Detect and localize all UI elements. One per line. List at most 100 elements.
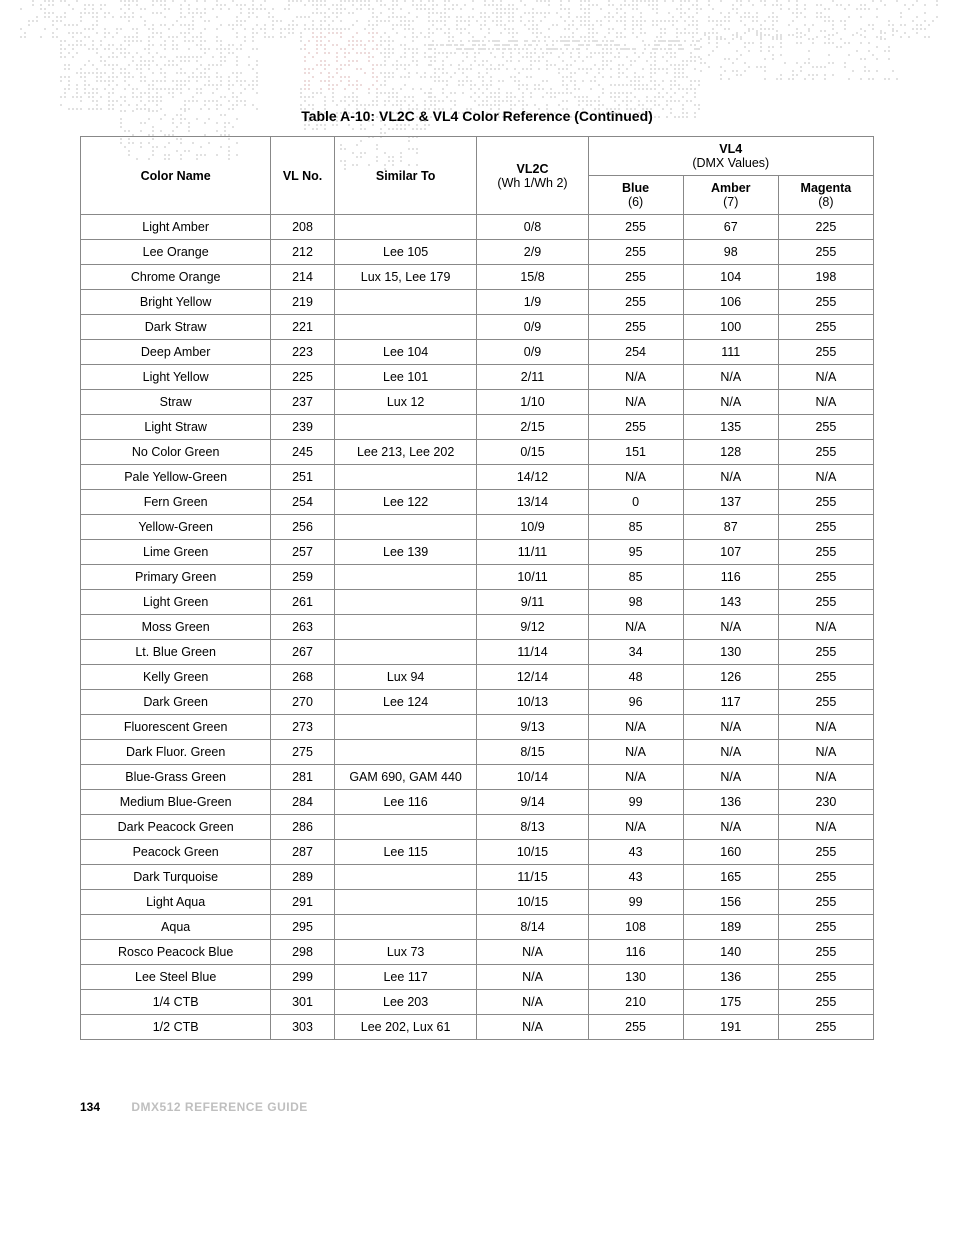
table-cell: Lee 104: [334, 340, 477, 365]
table-cell: Fluorescent Green: [81, 715, 271, 740]
table-cell: 116: [683, 565, 778, 590]
table-cell: 87: [683, 515, 778, 540]
table-cell: 14/12: [477, 465, 588, 490]
table-cell: 43: [588, 840, 683, 865]
table-cell: 254: [271, 490, 334, 515]
table-cell: 67: [683, 215, 778, 240]
table-cell: 13/14: [477, 490, 588, 515]
header-vl4-group: VL4 (DMX Values): [588, 137, 874, 176]
table-cell: 255: [778, 640, 873, 665]
table-cell: [334, 915, 477, 940]
table-cell: [334, 715, 477, 740]
table-row: Kelly Green268Lux 9412/1448126255: [81, 665, 874, 690]
table-cell: 136: [683, 965, 778, 990]
table-cell: 255: [778, 890, 873, 915]
table-row: Yellow-Green25610/98587255: [81, 515, 874, 540]
header-vl4-sub: (DMX Values): [692, 156, 769, 170]
table-row: Lee Steel Blue299Lee 117N/A130136255: [81, 965, 874, 990]
table-cell: 140: [683, 940, 778, 965]
table-cell: 151: [588, 440, 683, 465]
table-cell: 298: [271, 940, 334, 965]
table-cell: 117: [683, 690, 778, 715]
table-cell: 255: [778, 515, 873, 540]
table-cell: N/A: [778, 390, 873, 415]
table-cell: N/A: [683, 765, 778, 790]
table-cell: Pale Yellow-Green: [81, 465, 271, 490]
table-cell: 10/11: [477, 565, 588, 590]
table-row: Dark Fluor. Green2758/15N/AN/AN/A: [81, 740, 874, 765]
table-cell: 221: [271, 315, 334, 340]
table-cell: 189: [683, 915, 778, 940]
table-row: Rosco Peacock Blue298Lux 73N/A116140255: [81, 940, 874, 965]
table-cell: [334, 565, 477, 590]
table-cell: Light Aqua: [81, 890, 271, 915]
table-cell: N/A: [477, 940, 588, 965]
table-cell: Light Green: [81, 590, 271, 615]
table-cell: N/A: [588, 715, 683, 740]
table-row: 1/4 CTB301Lee 203N/A210175255: [81, 990, 874, 1015]
table-cell: 255: [778, 965, 873, 990]
table-cell: N/A: [477, 990, 588, 1015]
table-cell: 275: [271, 740, 334, 765]
table-cell: 0/15: [477, 440, 588, 465]
table-cell: Lee Steel Blue: [81, 965, 271, 990]
table-cell: 255: [778, 865, 873, 890]
header-vl2c: VL2C (Wh 1/Wh 2): [477, 137, 588, 215]
table-cell: 255: [778, 915, 873, 940]
table-row: Dark Straw2210/9255100255: [81, 315, 874, 340]
table-cell: N/A: [588, 765, 683, 790]
table-cell: 43: [588, 865, 683, 890]
table-cell: 104: [683, 265, 778, 290]
header-vl4-top: VL4: [719, 142, 742, 156]
table-cell: Lee 139: [334, 540, 477, 565]
table-cell: 2/15: [477, 415, 588, 440]
table-cell: Kelly Green: [81, 665, 271, 690]
table-cell: 116: [588, 940, 683, 965]
table-cell: N/A: [683, 615, 778, 640]
table-row: Dark Peacock Green2868/13N/AN/AN/A: [81, 815, 874, 840]
table-cell: 287: [271, 840, 334, 865]
table-cell: 255: [778, 990, 873, 1015]
table-cell: N/A: [477, 965, 588, 990]
table-cell: Lee Orange: [81, 240, 271, 265]
header-vl-no: VL No.: [271, 137, 334, 215]
table-cell: 34: [588, 640, 683, 665]
table-cell: Blue-Grass Green: [81, 765, 271, 790]
table-cell: 225: [778, 215, 873, 240]
table-row: Lime Green257Lee 13911/1195107255: [81, 540, 874, 565]
table-cell: N/A: [683, 815, 778, 840]
table-cell: 48: [588, 665, 683, 690]
table-cell: Dark Straw: [81, 315, 271, 340]
table-cell: 85: [588, 515, 683, 540]
table-cell: 98: [588, 590, 683, 615]
table-cell: 255: [588, 290, 683, 315]
table-cell: 255: [778, 565, 873, 590]
table-cell: 255: [778, 490, 873, 515]
table-cell: Medium Blue-Green: [81, 790, 271, 815]
table-cell: Lee 101: [334, 365, 477, 390]
table-cell: 165: [683, 865, 778, 890]
table-cell: 299: [271, 965, 334, 990]
table-cell: 8/13: [477, 815, 588, 840]
table-cell: Primary Green: [81, 565, 271, 590]
table-cell: Lee 117: [334, 965, 477, 990]
table-cell: Dark Green: [81, 690, 271, 715]
table-cell: 15/8: [477, 265, 588, 290]
table-cell: 98: [683, 240, 778, 265]
guide-label: DMX512 REFERENCE GUIDE: [131, 1100, 307, 1114]
table-cell: 212: [271, 240, 334, 265]
table-cell: N/A: [588, 815, 683, 840]
table-cell: 255: [778, 415, 873, 440]
table-cell: N/A: [683, 465, 778, 490]
table-cell: 303: [271, 1015, 334, 1040]
table-cell: 160: [683, 840, 778, 865]
table-cell: Peacock Green: [81, 840, 271, 865]
table-cell: 130: [588, 965, 683, 990]
table-cell: 230: [778, 790, 873, 815]
table-cell: 9/13: [477, 715, 588, 740]
table-cell: 259: [271, 565, 334, 590]
table-cell: 10/13: [477, 690, 588, 715]
table-cell: 255: [588, 1015, 683, 1040]
table-cell: 9/11: [477, 590, 588, 615]
table-cell: 208: [271, 215, 334, 240]
